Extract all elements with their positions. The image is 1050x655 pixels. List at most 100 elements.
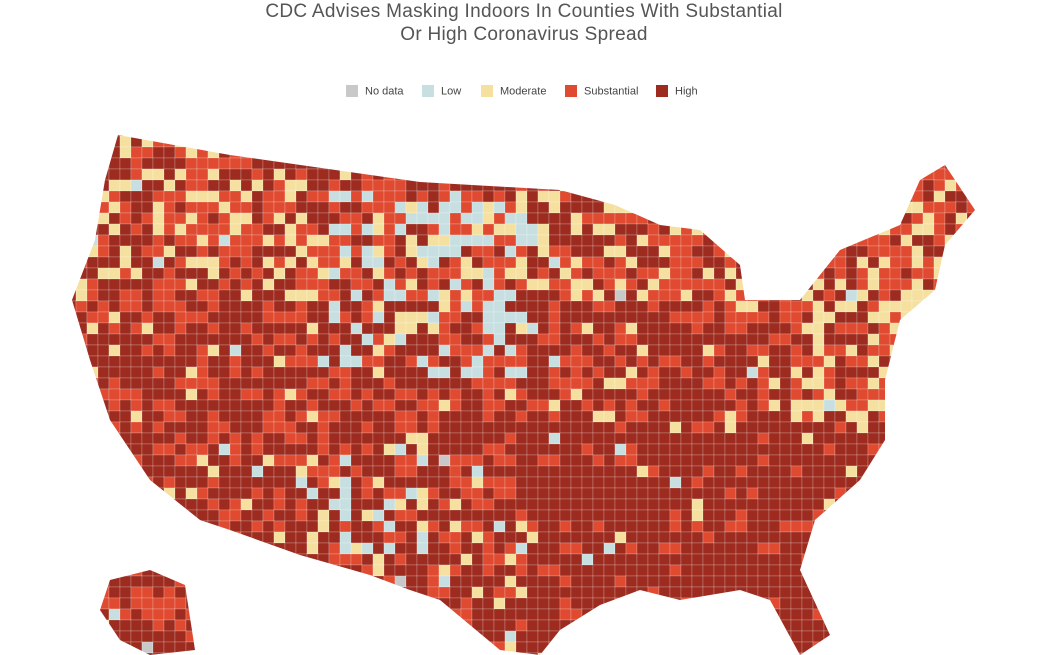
county <box>801 135 814 137</box>
county <box>174 465 187 478</box>
county <box>207 333 220 346</box>
legend-swatch <box>656 85 668 97</box>
county <box>317 410 330 423</box>
county <box>713 509 726 522</box>
county <box>647 421 660 434</box>
county <box>229 190 242 203</box>
county <box>713 300 726 313</box>
county <box>658 630 671 643</box>
county <box>537 575 550 588</box>
county <box>746 465 759 478</box>
county <box>339 300 352 313</box>
county <box>922 399 935 412</box>
county <box>295 597 308 610</box>
county <box>658 377 671 390</box>
county <box>922 454 935 467</box>
county <box>471 586 484 599</box>
county <box>97 641 110 654</box>
county <box>295 377 308 390</box>
county <box>978 202 989 213</box>
county <box>889 157 902 170</box>
county <box>372 311 385 324</box>
county <box>427 267 440 280</box>
county <box>922 465 935 478</box>
county <box>592 366 605 379</box>
county <box>86 135 99 148</box>
county <box>559 575 572 588</box>
county <box>812 322 825 335</box>
county <box>416 179 429 192</box>
county <box>735 564 748 577</box>
county <box>317 476 330 489</box>
county <box>460 421 473 434</box>
county <box>460 168 473 181</box>
county <box>251 443 264 456</box>
county <box>746 432 759 445</box>
county <box>823 509 836 522</box>
county <box>317 465 330 478</box>
county <box>460 575 473 588</box>
county <box>196 289 209 302</box>
county <box>779 641 792 654</box>
county <box>284 344 297 357</box>
county <box>978 290 989 301</box>
county <box>922 267 935 280</box>
county <box>548 179 561 192</box>
county <box>449 608 462 621</box>
county <box>746 168 759 181</box>
county <box>438 597 451 610</box>
county <box>339 212 352 225</box>
county <box>471 630 484 643</box>
county <box>471 531 484 544</box>
county <box>570 410 583 423</box>
county <box>97 520 110 533</box>
county <box>526 608 539 621</box>
county <box>229 201 242 214</box>
county <box>361 608 374 621</box>
county <box>262 443 275 456</box>
county <box>625 399 638 412</box>
county <box>955 498 968 511</box>
county <box>284 630 297 643</box>
county <box>306 586 319 599</box>
county <box>262 608 275 621</box>
county <box>493 377 506 390</box>
county <box>284 399 297 412</box>
county <box>361 344 374 357</box>
county <box>372 256 385 269</box>
county <box>504 542 517 555</box>
county <box>185 344 198 357</box>
county <box>702 223 715 236</box>
county <box>449 443 462 456</box>
county <box>471 553 484 566</box>
county <box>372 278 385 291</box>
county <box>526 553 539 566</box>
county <box>526 597 539 610</box>
county <box>966 443 975 456</box>
county <box>163 256 176 269</box>
county <box>416 344 429 357</box>
county <box>339 278 352 291</box>
county <box>449 410 462 423</box>
county <box>933 454 946 467</box>
county <box>955 608 968 621</box>
county <box>493 564 506 577</box>
county <box>658 432 671 445</box>
county <box>317 564 330 577</box>
county <box>152 498 165 511</box>
county <box>438 245 451 258</box>
county <box>273 476 286 489</box>
county <box>405 388 418 401</box>
county <box>460 465 473 478</box>
county <box>130 575 143 588</box>
county <box>856 234 869 247</box>
county <box>768 168 781 181</box>
county <box>823 267 836 280</box>
county <box>581 421 594 434</box>
county <box>141 146 154 159</box>
county <box>273 201 286 214</box>
county <box>581 608 594 621</box>
county <box>471 575 484 588</box>
county <box>306 421 319 434</box>
county <box>889 586 902 599</box>
